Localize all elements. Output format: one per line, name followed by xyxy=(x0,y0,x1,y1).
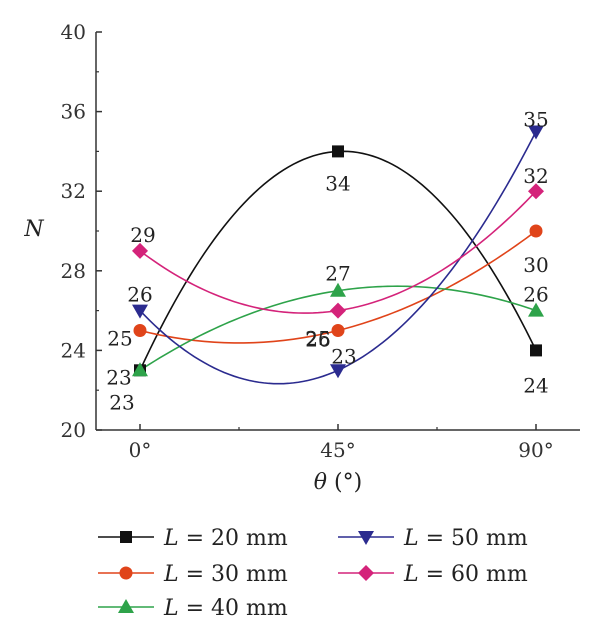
legend-label-rest: = 50 mm xyxy=(419,526,528,551)
data-point xyxy=(132,304,148,319)
data-point xyxy=(132,362,148,377)
legend-label-rest: = 20 mm xyxy=(179,526,288,551)
y-tick-label: 32 xyxy=(61,179,86,203)
y-tick-label: 28 xyxy=(61,259,86,283)
data-label: 26 xyxy=(127,283,152,307)
x-axis-title-symbol: θ xyxy=(314,470,327,495)
x-axis-title: θ (°) xyxy=(314,470,362,495)
legend-entry-3: L = 40 mm xyxy=(98,596,288,621)
legend-marker xyxy=(358,565,374,581)
data-point xyxy=(133,324,147,337)
legend-entry-2: L = 30 mm xyxy=(98,562,288,587)
legend-label: L = 30 mm xyxy=(163,562,288,587)
data-point xyxy=(330,364,346,379)
legend-label-var: L xyxy=(163,562,179,587)
data-label: 29 xyxy=(130,223,155,247)
x-tick-label: 90° xyxy=(518,438,553,462)
data-label: 23 xyxy=(109,390,134,414)
series-markers xyxy=(132,125,544,379)
data-label: 23 xyxy=(331,344,356,368)
legend-label: L = 20 mm xyxy=(163,526,288,551)
legend-marker xyxy=(119,566,133,580)
legend-label-var: L xyxy=(403,562,419,587)
x-tick-label: 45° xyxy=(320,438,355,462)
data-label: 30 xyxy=(523,253,548,277)
data-label: 25 xyxy=(107,327,132,351)
data-label: 26 xyxy=(305,328,330,352)
legend-entry-1: L = 20 mm xyxy=(98,526,288,551)
legend-marker xyxy=(120,531,132,543)
data-point xyxy=(132,242,148,259)
y-axis-title: N xyxy=(23,217,44,242)
legend-label-rest: = 60 mm xyxy=(419,562,528,587)
legend-label-rest: = 30 mm xyxy=(179,562,288,587)
legend-entry-5: L = 60 mm xyxy=(338,562,528,587)
data-label: 24 xyxy=(523,373,548,397)
y-tick-label: 40 xyxy=(61,20,86,44)
x-axis-title-unit: (°) xyxy=(327,470,362,495)
legend-label: L = 60 mm xyxy=(403,562,528,587)
data-point xyxy=(528,125,544,140)
data-point xyxy=(330,282,346,297)
y-tick-label: 20 xyxy=(61,418,86,442)
axes: 20 24 28 32 36 40 0° 45° 90° Nθ (°) xyxy=(23,20,580,495)
legend: L = 20 mmL = 30 mmL = 40 mmL = 50 mmL = … xyxy=(98,526,528,621)
legend-label-var: L xyxy=(163,526,179,551)
y-tick-label: 24 xyxy=(61,338,86,362)
data-label: 25 xyxy=(305,327,330,351)
data-point xyxy=(528,183,544,200)
data-label: 34 xyxy=(325,171,350,195)
data-label: 26 xyxy=(523,283,548,307)
data-label: 27 xyxy=(325,262,350,286)
legend-label: L = 40 mm xyxy=(163,596,288,621)
data-point xyxy=(528,302,544,317)
legend-label-var: L xyxy=(163,596,179,621)
data-point xyxy=(332,145,344,158)
x-tick-label: 0° xyxy=(129,438,152,462)
data-label: 23 xyxy=(106,365,131,389)
data-point xyxy=(330,302,346,319)
data-label: 35 xyxy=(523,108,548,132)
y-tick-label: 36 xyxy=(61,100,86,124)
data-point xyxy=(529,224,543,238)
legend-label-rest: = 40 mm xyxy=(179,596,288,621)
legend-marker xyxy=(358,531,374,545)
legend-marker xyxy=(118,599,134,613)
data-point xyxy=(331,324,345,337)
data-point xyxy=(530,344,542,357)
legend-label-var: L xyxy=(403,526,419,551)
legend-entry-4: L = 50 mm xyxy=(338,526,528,551)
data-label: 32 xyxy=(523,164,548,188)
legend-label: L = 50 mm xyxy=(403,526,528,551)
